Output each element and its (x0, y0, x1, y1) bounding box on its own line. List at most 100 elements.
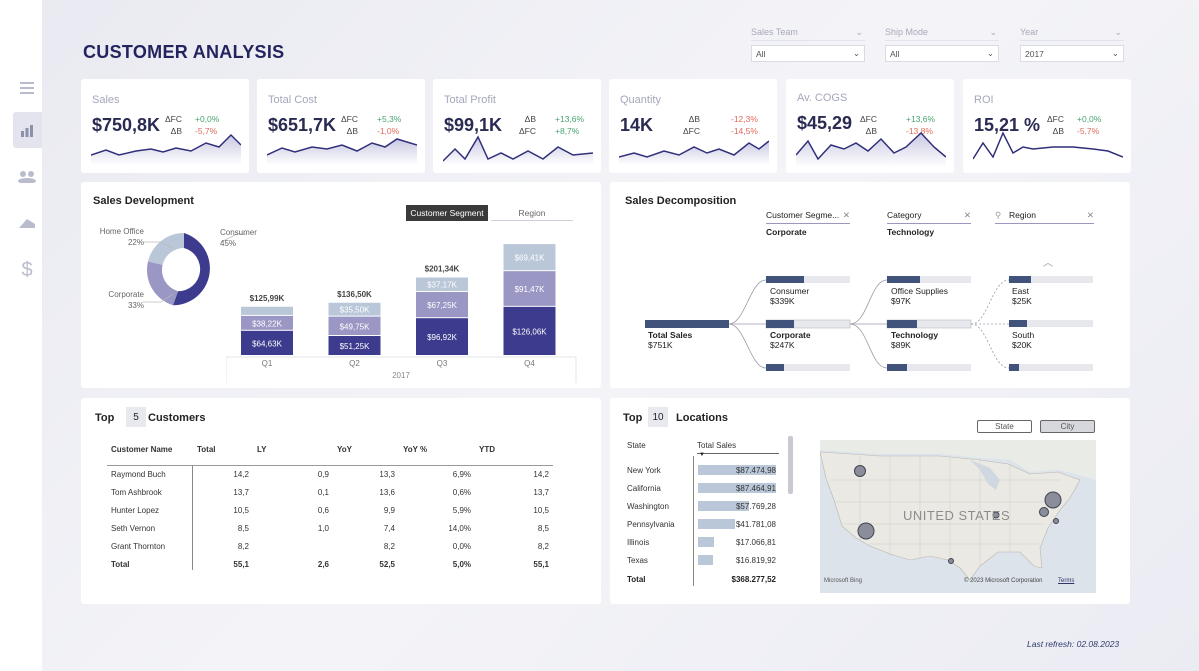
kpi-card-total-profit[interactable]: Total Profit $99,1K ΔB ΔFC +13,6% +8,7% (433, 79, 601, 173)
column-header[interactable]: YoY (337, 445, 352, 455)
bar-segment[interactable] (503, 306, 556, 355)
map-toggle-state[interactable]: State (977, 420, 1032, 433)
bar-segment[interactable] (328, 316, 381, 336)
decomp-node-total[interactable]: Total Sales $751K (648, 330, 692, 350)
bar-segment[interactable] (328, 302, 381, 316)
close-icon[interactable]: ✕ (963, 210, 971, 220)
donut-label-name: Consumer (220, 228, 257, 237)
kpi-delta-value: +8,7% (555, 126, 580, 136)
sales-value: $57.769,28 (735, 501, 776, 511)
bar-segment[interactable] (241, 306, 293, 315)
table-row[interactable]: Raymond Buch 14,2 0,9 13,3 6,9% 14,2 (107, 465, 553, 483)
column-header[interactable]: YoY % (403, 445, 428, 455)
year-select[interactable]: 2017 ⌄ (1020, 45, 1124, 62)
column-header[interactable]: LY (257, 445, 267, 455)
column-header[interactable]: Total Sales (697, 441, 779, 454)
sales-team-filter[interactable]: Sales Team ⌄ All ⌄ (751, 27, 865, 62)
sales-value: $87.464,91 (735, 483, 776, 493)
table-row[interactable]: Illinois $17.066,81 (627, 533, 782, 551)
column-header[interactable]: YTD (479, 445, 495, 455)
bar-segment[interactable] (503, 244, 556, 271)
filter-label: Sales Team (751, 27, 798, 37)
table-scrollbar[interactable] (788, 436, 793, 494)
ship-mode-filter[interactable]: Ship Mode ⌄ All ⌄ (885, 27, 999, 62)
chevron-down-icon[interactable]: ⌄ (855, 27, 863, 37)
map-toggle-city[interactable]: City (1040, 420, 1095, 433)
column-header[interactable]: Total (197, 445, 216, 455)
top-customers-panel: Top 5 Customers Customer Name Total LY Y… (81, 398, 601, 604)
bar-segment[interactable] (503, 271, 556, 306)
bar-segment[interactable] (416, 291, 468, 318)
top-n-input[interactable]: 5 (126, 407, 146, 427)
map-bubble-california (857, 522, 875, 540)
sort-desc-icon[interactable]: ▼ (699, 452, 705, 458)
decomp-node-south[interactable]: South $20K (1012, 330, 1034, 350)
table-cell: 14,0% (448, 523, 471, 533)
map-terms-link[interactable]: Terms (1058, 578, 1075, 584)
decomp-header-segment[interactable]: Customer Segme... ✕ (766, 210, 850, 224)
chevron-down-icon[interactable]: ⌄ (989, 27, 997, 37)
bar-segment[interactable] (241, 330, 293, 355)
close-icon[interactable]: ✕ (842, 210, 850, 220)
decomp-header-category[interactable]: Category ✕ (887, 210, 971, 224)
decomp-node-east[interactable]: East $25K (1012, 286, 1032, 306)
table-cell: Raymond Buch (111, 469, 166, 479)
column-header[interactable]: State (627, 441, 646, 450)
decomp-node-consumer[interactable]: Consumer $339K (770, 286, 809, 306)
locations-table: New York $87.474,98 California $87.464,91 Wa… (627, 461, 782, 569)
decomp-node-office-supplies[interactable]: Office Supplies $97K (891, 286, 948, 306)
x-axis-tick-label: Q4 (524, 359, 535, 368)
decomp-node-technology[interactable]: Technology $89K (891, 330, 938, 350)
top-locations-panel: Top 10 Locations State Total Sales ▼ New… (610, 398, 1130, 604)
bar-segment[interactable] (241, 315, 293, 330)
kpi-delta-label: ΔB (524, 114, 537, 124)
kpi-card-sales[interactable]: Sales $750,8K ΔFC ΔB +0,0% -5,7% (81, 79, 249, 173)
table-row[interactable]: Pennsylvania $41.781,08 (627, 515, 782, 533)
bar-chart-icon[interactable] (13, 116, 41, 144)
chevron-down-icon[interactable]: ⌄ (1114, 27, 1122, 37)
sales-team-select[interactable]: All ⌄ (751, 45, 865, 62)
table-row[interactable]: Grant Thornton 8,2 8,2 0,0% 8,2 (107, 537, 553, 555)
us-map[interactable]: UNITED STATES Microsoft Bing © 2023 Micr… (820, 440, 1096, 593)
kpi-card-total-cost[interactable]: Total Cost $651,7K ΔFC ΔB +5,3% -1,0% (257, 79, 425, 173)
table-row[interactable]: Washington $57.769,28 (627, 497, 782, 515)
table-cell: 13,3 (379, 469, 395, 479)
table-row[interactable]: Tom Ashbrook 13,7 0,1 13,6 0,6% 13,7 (107, 483, 553, 501)
bar-segment[interactable] (416, 277, 468, 291)
tab-region[interactable]: Region (491, 205, 573, 221)
chevron-up-icon[interactable]: ︿ (1043, 258, 1053, 269)
table-row[interactable]: California $87.464,91 (627, 479, 782, 497)
table-row[interactable]: Seth Vernon 8,5 1,0 7,4 14,0% 8,5 (107, 519, 553, 537)
table-row[interactable]: Texas $16.819,92 (627, 551, 782, 569)
kpi-card-roi[interactable]: ROI 15,21 % ΔFC ΔB +0,0% -5,7% (963, 79, 1131, 173)
table-cell: 52,5 (379, 559, 395, 569)
top-n-input[interactable]: 10 (648, 407, 668, 427)
bar-segment[interactable] (328, 336, 381, 355)
table-row[interactable]: Hunter Lopez 10,5 0,6 9,9 5,9% 10,5 (107, 501, 553, 519)
customers-icon[interactable] (13, 162, 41, 190)
sales-value: $16.819,92 (735, 555, 776, 565)
decomp-header-region[interactable]: ⚲ Region ✕ (995, 210, 1094, 224)
tab-customer-segment[interactable]: Customer Segment (406, 205, 488, 221)
kpi-card-av-cogs[interactable]: Av. COGS $45,29 ΔFC ΔB +13,6% -13,8% (786, 79, 954, 173)
table-cell: 1,0 (317, 523, 329, 533)
column-header[interactable]: Customer Name (111, 445, 173, 455)
shipping-icon[interactable] (13, 209, 41, 237)
ship-mode-select[interactable]: All ⌄ (885, 45, 999, 62)
column-divider (192, 466, 193, 570)
map-country-label: UNITED STATES (903, 508, 1011, 523)
sales-bar (698, 465, 776, 475)
year-filter[interactable]: Year ⌄ 2017 ⌄ (1020, 27, 1124, 62)
close-icon[interactable]: ✕ (1086, 210, 1094, 220)
table-row[interactable]: New York $87.474,98 (627, 461, 782, 479)
dollar-icon[interactable]: $ (21, 258, 33, 281)
table-total-row[interactable]: Total 55,1 2,6 52,5 5,0% 55,1 (107, 555, 553, 573)
hamburger-menu-icon[interactable] (13, 74, 41, 102)
decomp-node-corporate[interactable]: Corporate $247K (770, 330, 811, 350)
table-cell: 13,7 (533, 487, 549, 497)
bar-data-label: $49,75K (340, 322, 370, 331)
bar-segment[interactable] (416, 318, 468, 355)
kpi-card-quantity[interactable]: Quantity 14K ΔB ΔFC -12,3% -14,5% (609, 79, 777, 173)
kpi-delta-value: +0,0% (195, 114, 220, 124)
decomp-node-value: $89K (891, 340, 911, 350)
